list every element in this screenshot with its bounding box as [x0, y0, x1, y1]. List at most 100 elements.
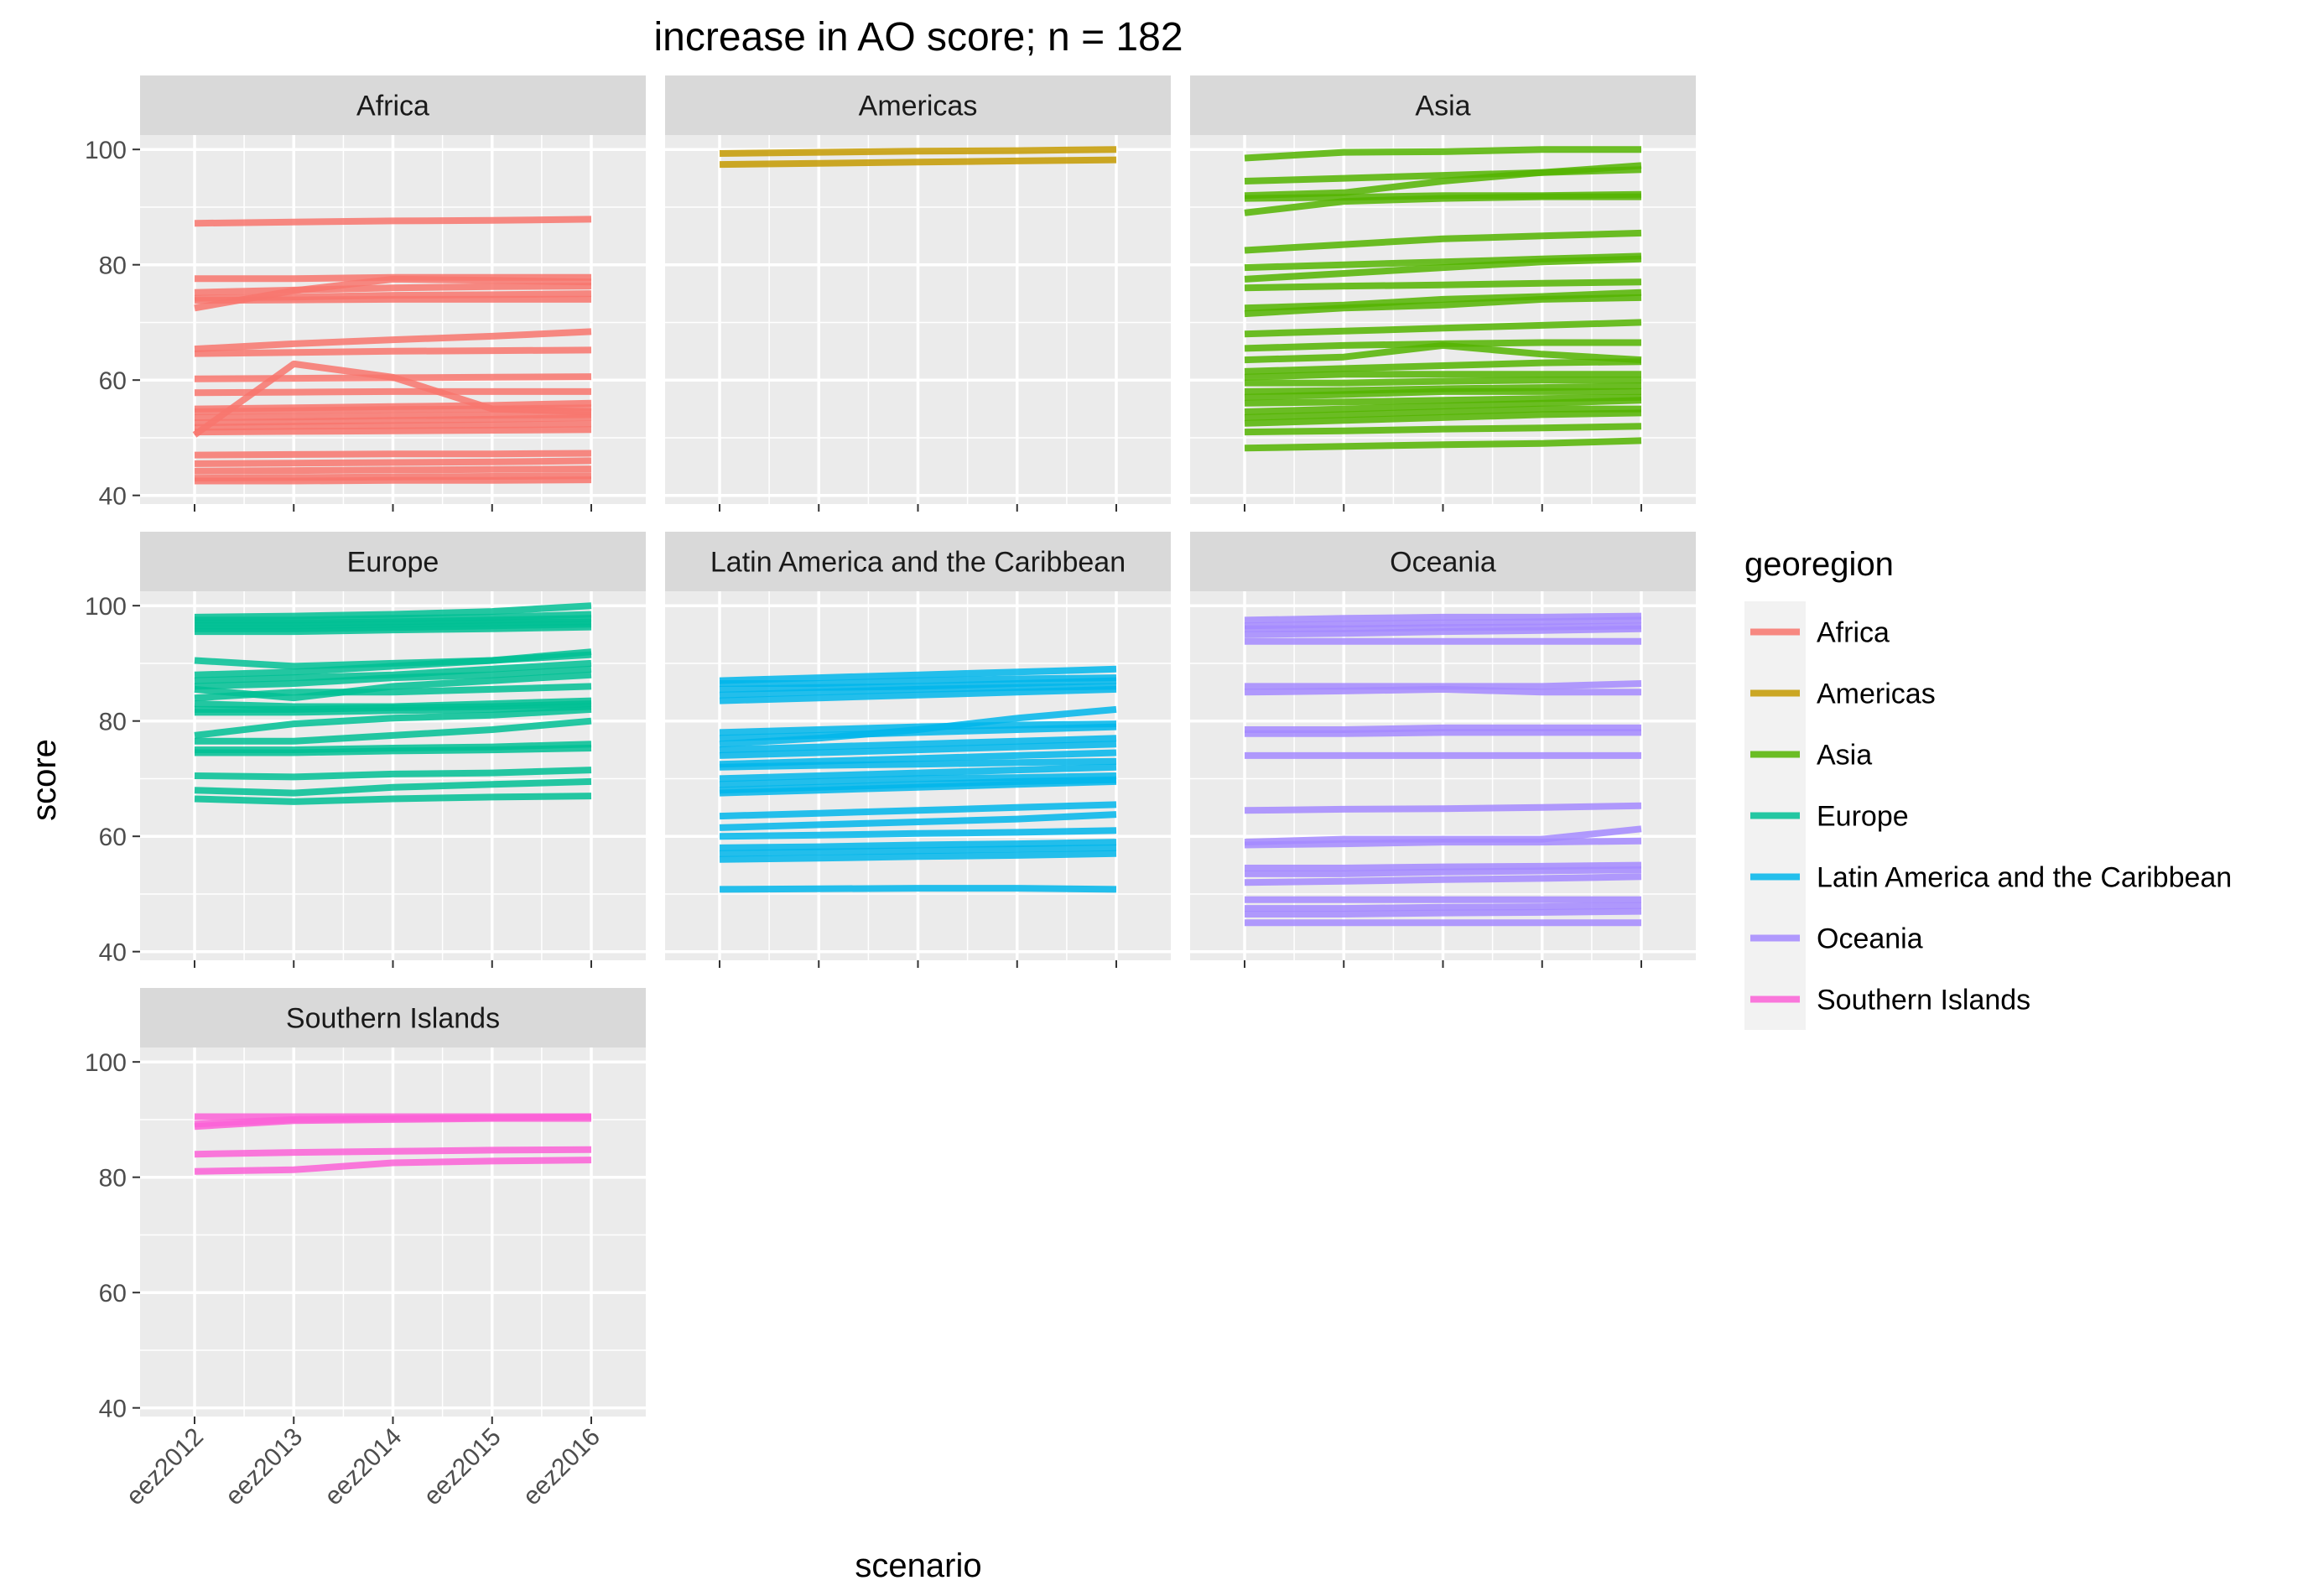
- legend-item-europe: Europe: [1744, 785, 1909, 846]
- series-line-oceania: [1245, 861, 1642, 871]
- legend-item-americas: Americas: [1744, 663, 1936, 724]
- series-line-oceania: [1244, 837, 1642, 849]
- x-tick-label: eez2016: [517, 1423, 606, 1511]
- panel-oceania: Oceania: [1190, 532, 1696, 968]
- series-line-africa: [194, 457, 592, 467]
- series-line-asia: [1244, 255, 1642, 283]
- series-line-southern-islands: [194, 1115, 591, 1131]
- series-line-oceania: [1245, 902, 1642, 912]
- panel-latin-america-and-the-caribbean: Latin America and the Caribbean: [665, 532, 1171, 968]
- series-line-latin-america-and-the-caribbean: [719, 741, 1117, 759]
- x-axis-label: scenario: [855, 1547, 981, 1584]
- facet-strip: [665, 532, 1171, 591]
- legend-title: georegion: [1744, 546, 1894, 583]
- legend-item-latin-america-and-the-caribbean: Latin America and the Caribbean: [1744, 846, 2232, 907]
- legend-label: Southern Islands: [1817, 985, 2030, 1016]
- series-line-asia: [1244, 397, 1642, 415]
- series-line-africa: [194, 420, 592, 431]
- series-line-africa: [194, 413, 592, 427]
- series-line-asia: [1244, 409, 1642, 427]
- series-line-europe: [194, 602, 592, 621]
- series-line-latin-america-and-the-caribbean: [720, 674, 1117, 687]
- facet-strip: [1190, 532, 1696, 591]
- series-line-latin-america-and-the-caribbean: [719, 763, 1117, 782]
- series-line-europe: [195, 623, 592, 636]
- series-line-asia: [1245, 377, 1641, 387]
- series-line-asia: [1244, 294, 1642, 318]
- panel-americas: Americas: [665, 75, 1171, 512]
- legend-label: Asia: [1817, 740, 1872, 772]
- series-line-oceania: [1245, 724, 1641, 733]
- series-line-latin-america-and-the-caribbean: [719, 844, 1117, 857]
- y-tick-label: 60: [99, 824, 127, 851]
- x-tick-label: eez2014: [320, 1423, 408, 1511]
- series-line-southern-islands: [194, 1157, 592, 1175]
- series-line-latin-america-and-the-caribbean: [719, 777, 1117, 797]
- chart-title: increase in AO score; n = 182: [653, 15, 1183, 60]
- facet-strip: [665, 75, 1171, 135]
- series-line-latin-america-and-the-caribbean: [719, 665, 1117, 684]
- series-line-africa: [194, 216, 592, 227]
- legend-label: Africa: [1817, 617, 1890, 649]
- series-line-africa: [194, 295, 591, 304]
- legend-item-asia: Asia: [1744, 724, 1872, 785]
- series-line-europe: [195, 745, 592, 756]
- series-line-latin-america-and-the-caribbean: [719, 885, 1117, 893]
- series-line-africa: [194, 275, 592, 312]
- facet-strip: [1190, 75, 1696, 135]
- series-line-asia: [1244, 387, 1641, 401]
- series-line-latin-america-and-the-caribbean: [719, 839, 1117, 851]
- series-line-asia: [1244, 371, 1641, 381]
- series-line-latin-america-and-the-caribbean: [719, 735, 1117, 754]
- y-axis-label: score: [26, 739, 63, 821]
- legend-label: Americas: [1817, 678, 1936, 710]
- series-line-oceania: [1244, 873, 1642, 886]
- series-line-asia: [1244, 229, 1642, 254]
- series-line-latin-america-and-the-caribbean: [719, 685, 1117, 704]
- series-line-africa: [194, 426, 592, 436]
- series-line-africa: [195, 476, 592, 485]
- series-line-africa: [194, 328, 592, 353]
- y-tick-label: 60: [99, 367, 127, 395]
- series-line-europe: [194, 683, 592, 702]
- facet-label: Africa: [356, 91, 429, 122]
- panel-europe: Europe 40 60 80 100: [85, 532, 646, 968]
- legend-label: Europe: [1817, 801, 1909, 833]
- panel-africa: Africa 40 60 80 100: [85, 75, 646, 512]
- series-line-latin-america-and-the-caribbean: [719, 683, 1117, 699]
- legend-item-oceania: Oceania: [1744, 907, 1923, 969]
- series-line-latin-america-and-the-caribbean: [719, 827, 1117, 840]
- legend-label: Oceania: [1817, 923, 1923, 955]
- series-line-asia: [1244, 289, 1642, 312]
- series-line-oceania: [1244, 625, 1642, 638]
- series-line-asia: [1244, 393, 1642, 407]
- series-line-asia: [1244, 278, 1642, 292]
- series-line-asia: [1244, 162, 1642, 200]
- series-line-europe: [194, 705, 592, 739]
- series-line-europe: [195, 703, 592, 716]
- y-tick-label: 80: [99, 252, 127, 280]
- series-line-africa: [194, 465, 592, 475]
- series-line-oceania: [1244, 802, 1642, 814]
- series-line-africa: [194, 346, 592, 357]
- series-line-latin-america-and-the-caribbean: [719, 749, 1117, 768]
- facet-label: Americas: [859, 91, 978, 122]
- series-line-latin-america-and-the-caribbean: [719, 705, 1117, 748]
- series-line-europe: [194, 665, 592, 690]
- series-line-asia: [1244, 319, 1642, 338]
- series-line-oceania: [1245, 680, 1642, 690]
- y-tick-label: 80: [99, 1165, 127, 1193]
- facet-strip: [140, 75, 646, 135]
- y-tick-label: 100: [85, 1049, 127, 1077]
- series-line-americas: [719, 156, 1117, 169]
- y-tick-label: 100: [85, 593, 127, 621]
- series-line-europe: [194, 648, 592, 678]
- series-line-asia: [1244, 193, 1641, 216]
- y-tick-label: 80: [99, 709, 127, 736]
- x-tick-label: eez2015: [419, 1423, 507, 1511]
- y-tick-label: 100: [85, 137, 127, 164]
- series-line-oceania: [1244, 685, 1641, 696]
- facet-label: Latin America and the Caribbean: [710, 547, 1126, 579]
- series-line-latin-america-and-the-caribbean: [719, 801, 1117, 820]
